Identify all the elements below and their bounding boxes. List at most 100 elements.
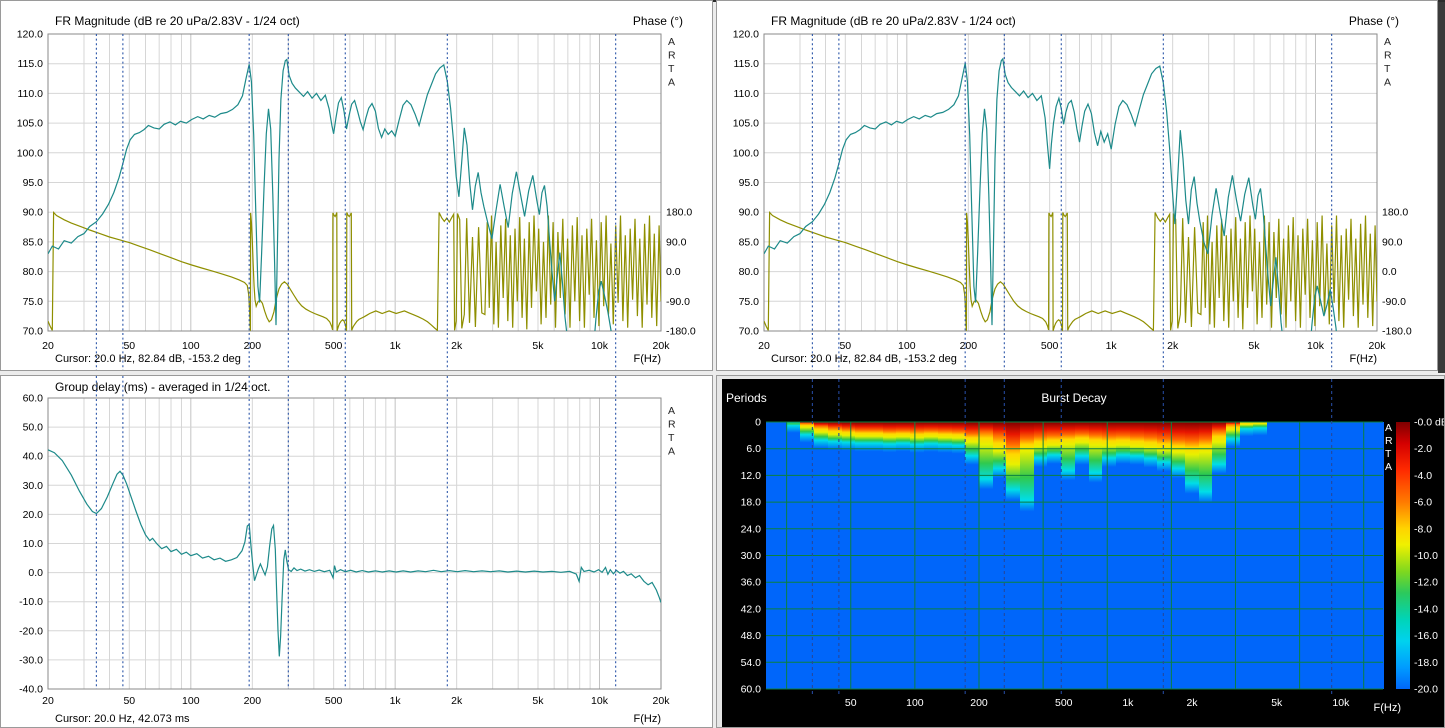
chart-title: Burst Decay [1041,391,1107,405]
arta-watermark: A [1385,422,1392,434]
y-tick-label: 18.0 [741,497,762,509]
x-tick-label: 20k [653,340,671,352]
y-tick-label: 50.0 [23,422,44,434]
y-tick-label: 110.0 [18,88,44,100]
y-tick-label: 36.0 [741,577,762,589]
x-tick-label: 10k [1332,697,1350,709]
x-tick-label: 20 [42,695,54,707]
x-axis-title: F(Hz) [633,353,662,365]
x-tick-label: 200 [244,340,262,352]
cursor-readout: Cursor: 20.0 Hz, 82.84 dB, -153.2 deg [771,353,957,365]
phase-tick-label: -90.0 [666,296,690,308]
y-tick-label: 60.0 [23,393,44,405]
fr-magnitude-panel-right: FR Magnitude (dB re 20 uPa/2.83V - 1/24 … [716,0,1438,371]
fr-magnitude-panel-left: FR Magnitude (dB re 20 uPa/2.83V - 1/24 … [0,0,713,371]
curve [764,211,1377,331]
y-tick-label: 60.0 [741,684,762,696]
y-tick-label: 80.0 [23,266,44,278]
fr-left-plot[interactable]: 120.0 115.0 110.0 105.0 100.0 95.0 90.0 85.0 80.… [1,1,713,371]
y-tick-label: 30.0 [741,550,762,562]
y-tick-label: -40.0 [19,684,43,696]
x-tick-label: 5k [1271,697,1283,709]
phase-tick-label: 0.0 [1382,266,1397,278]
phase-tick-label: 90.0 [666,236,687,248]
y-tick-label: 95.0 [739,177,760,189]
y-tick-label: 95.0 [23,177,44,189]
burst-decay-overlay: 0 6.0 12.0 18.0 24.0 30.0 36.0 42.0 48.0 54.0 60.0… [741,379,1445,709]
colorbar-tick-label: -16.0 [1414,630,1438,642]
phase-tick-label: 180.0 [666,207,692,219]
x-tick-label: 200 [244,695,262,707]
group-delay-plot[interactable]: 60.0 50.0 40.0 30.0 20.0 10.0 0.0 -10.0 -20.0 -30… [1,376,713,728]
x-tick-label: 50 [123,340,135,352]
window-right-edge [1438,2,1445,373]
y-tick-label: 85.0 [23,236,44,248]
arta-watermark: R [1385,435,1393,447]
y-tick-label: 120.0 [17,29,43,41]
y-tick-label: 30.0 [23,480,44,492]
x-tick-label: 5k [532,340,544,352]
colorbar-tick-label: -4.0 [1414,470,1432,482]
y-tick-label: 75.0 [23,296,44,308]
x-tick-label: 200 [970,697,988,709]
x-tick-label: 50 [123,695,135,707]
phase-tick-label: -90.0 [1382,296,1406,308]
arta-watermark: A [668,36,675,48]
y-tick-label: 0.0 [28,567,43,579]
y-tick-label: 54.0 [741,657,762,669]
phase-axis-title: Phase (°) [632,14,683,28]
phase-tick-label: 180.0 [1382,207,1408,219]
plot-border [763,33,1378,332]
x-tick-label: 10k [591,340,609,352]
colorbar-tick-label: -0.0 dB [1414,417,1445,429]
colorbar-tick-label: -20.0 [1414,684,1438,696]
x-tick-label: 2k [1167,340,1179,352]
plot-border [47,33,662,332]
x-axis-title: F(Hz) [1349,353,1378,365]
x-tick-label: 500 [325,695,343,707]
y-tick-label: 75.0 [739,296,760,308]
x-tick-label: 20 [758,340,770,352]
y-tick-label: 70.0 [23,326,44,338]
y-tick-label: 100.0 [733,147,759,159]
fr-right-plot[interactable]: 120.0 115.0 110.0 105.0 100.0 95.0 90.0 85.0 80.… [717,1,1438,371]
y-tick-label: 80.0 [739,266,760,278]
y-tick-label: 105.0 [17,118,43,130]
arta-watermark: A [668,405,675,417]
x-tick-label: 50 [839,340,851,352]
y-tick-label: 20.0 [23,509,44,521]
x-tick-label: 10k [1307,340,1325,352]
burst-decay-panel: Periods Burst Decay 0 6.0 12.0 18.0 24.0 30.0… [716,375,1445,728]
x-tick-label: 10k [591,695,609,707]
x-tick-label: 5k [1248,340,1260,352]
colorbar-tick-label: -6.0 [1414,497,1432,509]
x-tick-label: 1k [1106,340,1118,352]
colorbar-tick-label: -2.0 [1414,443,1432,455]
x-tick-label: 5k [532,695,544,707]
phase-tick-label: -180.0 [1382,326,1412,338]
y-tick-label: 120.0 [733,29,759,41]
x-tick-label: 20k [1369,340,1387,352]
colorbar-tick-label: -8.0 [1414,523,1432,535]
y-tick-label: 115.0 [18,58,44,70]
y-tick-label: 12.0 [741,470,762,482]
y-tick-label: -20.0 [19,625,43,637]
phase-tick-label: 90.0 [1382,236,1403,248]
cursor-readout: Cursor: 20.0 Hz, 82.84 dB, -153.2 deg [55,353,241,365]
y-tick-label: 90.0 [739,207,760,219]
y-tick-label: 100.0 [17,147,43,159]
phase-tick-label: -180.0 [666,326,696,338]
y-axis-title: Periods [726,391,767,405]
y-tick-label: 90.0 [23,207,44,219]
y-tick-label: 6.0 [746,443,761,455]
x-tick-label: 500 [1055,697,1073,709]
y-tick-label: 42.0 [741,603,762,615]
x-tick-label: 50 [845,697,857,709]
x-tick-label: 1k [1122,697,1134,709]
arta-watermark: T [668,432,675,444]
x-tick-label: 500 [1041,340,1059,352]
curve [48,58,612,331]
phase-tick-label: 0.0 [666,266,681,278]
curve [48,211,661,331]
x-tick-label: 100 [906,697,924,709]
